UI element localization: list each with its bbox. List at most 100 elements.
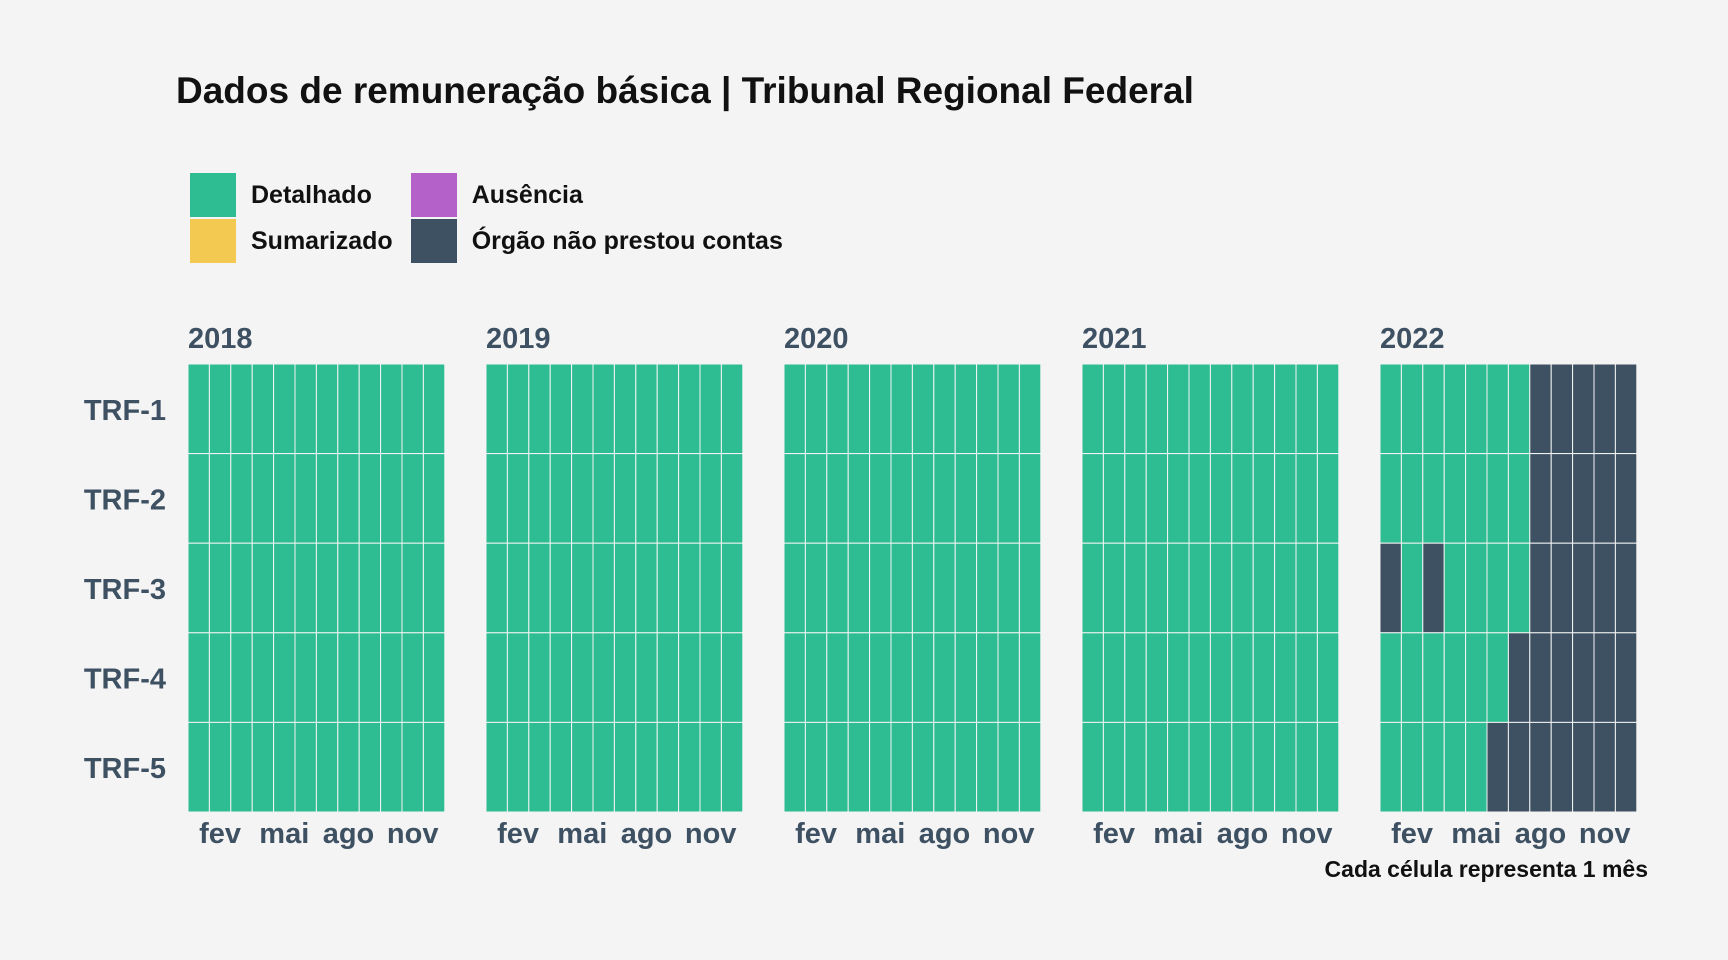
legend-item-ausencia: Ausência [410, 172, 783, 218]
heatmap-cell [869, 542, 892, 634]
heatmap-cell [208, 721, 232, 813]
heatmap-cell [933, 542, 956, 634]
heatmap-cell [1529, 721, 1552, 813]
heatmap-cell [826, 632, 849, 723]
heatmap-cell [1295, 542, 1318, 634]
heatmap-cell [380, 721, 403, 813]
heatmap-cell [1593, 632, 1616, 723]
heatmap-cell [1081, 542, 1104, 634]
heatmap-cell [251, 453, 275, 544]
heatmap-cell [911, 363, 935, 455]
heatmap-cell [1465, 542, 1488, 634]
heatmap-cell [1231, 453, 1254, 544]
heatmap-cell [976, 721, 999, 813]
heatmap-cell [826, 721, 849, 813]
heatmap-cell [187, 542, 210, 634]
chart-title: Dados de remuneração básica | Tribunal R… [176, 70, 1194, 111]
heatmap-cell [592, 453, 615, 544]
heatmap-cell [251, 721, 275, 813]
heatmap-cell [337, 542, 360, 634]
heatmap-cell [1102, 363, 1126, 455]
heatmap-cell [783, 542, 806, 634]
heatmap-cell [422, 542, 446, 634]
heatmap-cell [997, 721, 1020, 813]
heatmap-cell [1145, 363, 1169, 455]
heatmap-cell [1486, 721, 1509, 813]
heatmap-cell [1252, 542, 1276, 634]
heatmap-cell [997, 453, 1020, 544]
year-label: 2021 [1082, 323, 1147, 355]
legend-item-nao-prestou: Órgão não prestou contas [410, 218, 783, 264]
row-label: TRF-5 [84, 753, 166, 785]
heatmap-cell [1550, 721, 1574, 813]
heatmap-cell [1593, 542, 1616, 634]
heatmap-cell [1209, 721, 1233, 813]
heatmap-cell [847, 453, 871, 544]
heatmap-cell [1379, 542, 1402, 634]
heatmap-cell [1274, 632, 1297, 723]
heatmap-cell [678, 721, 701, 813]
heatmap-cell [1274, 542, 1297, 634]
heatmap-cell [656, 542, 680, 634]
heatmap-cell [613, 363, 637, 455]
heatmap-cell [592, 363, 615, 455]
heatmap-cell [954, 721, 978, 813]
heatmap-cell [635, 542, 658, 634]
heatmap-cell [549, 632, 573, 723]
heatmap-cell [783, 453, 806, 544]
heatmap-cell [1167, 363, 1190, 455]
heatmap-cell [847, 363, 871, 455]
heatmap-cell [699, 542, 722, 634]
heatmap-cell [1379, 632, 1402, 723]
heatmap-cell [933, 363, 956, 455]
heatmap-cell [1124, 721, 1147, 813]
heatmap-cell [1188, 632, 1211, 723]
heatmap-cell [315, 542, 339, 634]
heatmap-cell [401, 542, 424, 634]
heatmap-cell [358, 363, 382, 455]
heatmap-cell [1209, 542, 1233, 634]
heatmap-cell [230, 542, 253, 634]
heatmap-cell [273, 721, 296, 813]
heatmap-cell [422, 363, 446, 455]
heatmap-cell [1572, 632, 1595, 723]
heatmap-cell [1145, 721, 1169, 813]
row-label: TRF-2 [84, 484, 166, 516]
heatmap-cell [954, 542, 978, 634]
heatmap-cell [1188, 363, 1211, 455]
heatmap-cell [1486, 453, 1509, 544]
heatmap-cell [422, 721, 446, 813]
heatmap-cell [1316, 453, 1340, 544]
heatmap-cell [1529, 453, 1552, 544]
heatmap-cell [1018, 632, 1042, 723]
heatmap-cell [1295, 363, 1318, 455]
heatmap-cell [187, 453, 210, 544]
heatmap-cell [720, 453, 744, 544]
heatmap-cell [911, 721, 935, 813]
heatmap-cell [208, 542, 232, 634]
legend-swatch-nao-prestou [410, 219, 457, 263]
heatmap-cell [358, 542, 382, 634]
heatmap-cell [571, 363, 594, 455]
heatmap-cell [720, 363, 744, 455]
heatmap-cell [380, 453, 403, 544]
heatmap-cell [1316, 542, 1340, 634]
heatmap-cell [1614, 453, 1638, 544]
heatmap-cell [635, 363, 658, 455]
heatmap-cell [230, 721, 253, 813]
heatmap-cell [1188, 542, 1211, 634]
heatmap-cell [1231, 632, 1254, 723]
heatmap-cell [1124, 542, 1147, 634]
heatmap-cell [1529, 363, 1552, 455]
heatmap-cell [635, 721, 658, 813]
heatmap-cell [1572, 721, 1595, 813]
heatmap-cell [294, 542, 317, 634]
month-tick-label: nov [1579, 818, 1631, 850]
chart-caption: Cada célula representa 1 mês [1324, 856, 1648, 882]
year-label: 2018 [188, 323, 253, 355]
heatmap-cell [1550, 542, 1574, 634]
heatmap-cell [380, 542, 403, 634]
year-label: 2019 [486, 323, 551, 355]
legend-item-sumarizado: Sumarizado [190, 218, 393, 264]
heatmap-cell [380, 363, 403, 455]
